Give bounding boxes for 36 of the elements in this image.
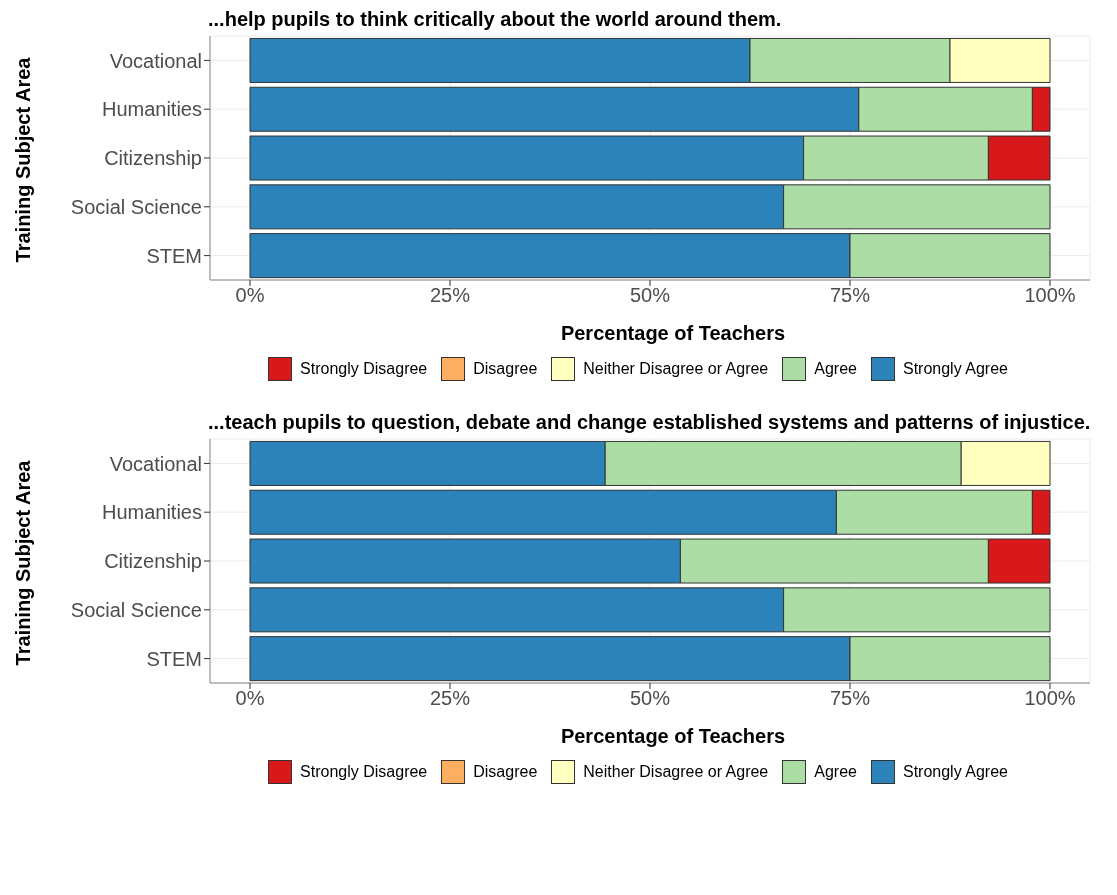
y-axis-title: Training Subject Area bbox=[11, 57, 35, 263]
y-tick-label: Social Science bbox=[70, 195, 202, 218]
legend-label: Strongly Disagree bbox=[300, 360, 428, 378]
legend-label: Strongly Agree bbox=[902, 360, 1008, 378]
y-tick-label: Humanities bbox=[101, 501, 202, 524]
chart-title: ...teach pupils to question, debate and change established systems and patterns of injustice. bbox=[208, 411, 1092, 433]
x-tick-label: 100% bbox=[1024, 687, 1076, 710]
legend-label: Agree bbox=[814, 360, 857, 378]
x-tick-label: 25% bbox=[429, 284, 471, 307]
y-tick-label: Vocational bbox=[109, 452, 202, 475]
y-tick-label: STEM bbox=[146, 244, 202, 267]
chart-title: ...help pupils to think critically about the world around them. bbox=[208, 8, 783, 30]
y-tick-label: Vocational bbox=[109, 49, 202, 72]
x-tick-label: 0% bbox=[235, 284, 265, 307]
y-tick-label: Citizenship bbox=[104, 550, 202, 573]
x-tick-label: 50% bbox=[629, 284, 671, 307]
y-tick-label: Humanities bbox=[101, 98, 202, 121]
legend-label: Disagree bbox=[473, 360, 538, 378]
x-axis-title: Percentage of Teachers bbox=[559, 322, 787, 345]
legend-label: Neither Disagree or Agree bbox=[583, 360, 769, 378]
legend-label: Neither Disagree or Agree bbox=[583, 763, 769, 781]
legend-label: Strongly Disagree bbox=[300, 763, 428, 781]
y-tick-label: Social Science bbox=[70, 598, 202, 621]
x-tick-label: 75% bbox=[829, 687, 871, 710]
x-tick-label: 50% bbox=[629, 687, 671, 710]
x-tick-label: 75% bbox=[829, 284, 871, 307]
x-tick-label: 100% bbox=[1024, 284, 1076, 307]
y-tick-label: Citizenship bbox=[104, 147, 202, 170]
y-tick-label: STEM bbox=[146, 647, 202, 670]
y-axis-title: Training Subject Area bbox=[11, 460, 35, 666]
x-axis-title: Percentage of Teachers bbox=[559, 725, 787, 748]
legend-label: Agree bbox=[814, 763, 857, 781]
legend-label: Strongly Agree bbox=[902, 763, 1008, 781]
legend-label: Disagree bbox=[473, 763, 538, 781]
x-tick-label: 0% bbox=[235, 687, 265, 710]
x-tick-label: 25% bbox=[429, 687, 471, 710]
